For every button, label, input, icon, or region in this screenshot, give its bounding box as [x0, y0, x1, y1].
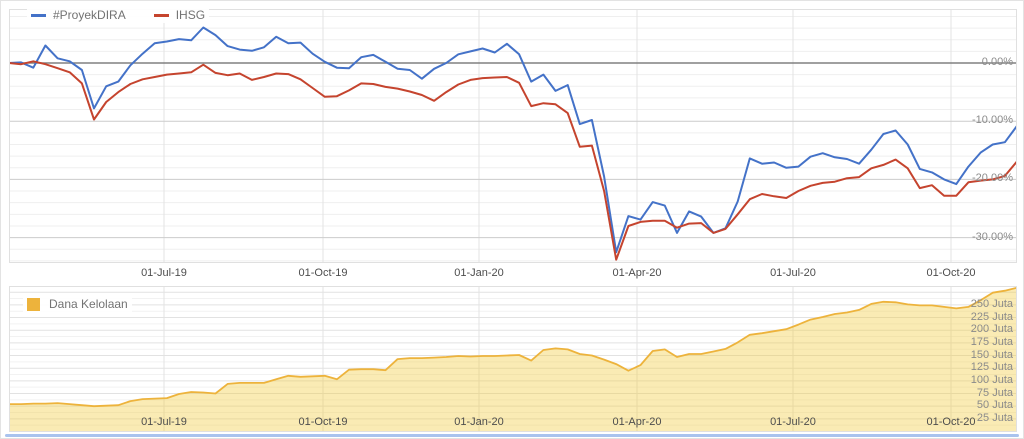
juta-axis-tick: 250 Juta	[970, 297, 1013, 310]
juta-axis-tick: 125 Juta	[970, 361, 1013, 374]
ihsg-line-swatch-icon	[153, 13, 169, 17]
percent-axis-tick: -20.00%	[972, 172, 1013, 185]
aum-chart-plot[interactable]	[9, 286, 1017, 432]
percent-axis-tick: 0.00%	[981, 56, 1013, 68]
juta-axis-tick: 225 Juta	[970, 310, 1013, 323]
date-axis-tick: 01-Apr-20	[612, 267, 662, 279]
aum-chart-legend: Dana Kelolaan	[23, 296, 132, 312]
juta-axis-tick: 25 Juta	[976, 411, 1013, 424]
date-axis-tick: 01-Jan-20	[454, 416, 504, 428]
dana-kelolaan-area-edge	[9, 286, 1017, 408]
series-line-0	[9, 26, 1017, 254]
juta-axis-tick: 200 Juta	[970, 323, 1013, 336]
percent-axis-tick: -10.00%	[972, 114, 1013, 127]
juta-axis-tick: 175 Juta	[970, 335, 1013, 348]
dana-kelolaan-area-swatch-icon	[27, 297, 40, 311]
juta-axis-tick: 150 Juta	[970, 348, 1013, 361]
legend-label: #ProyekDIRA	[53, 8, 126, 22]
legend-item-ihsg: IHSG	[153, 8, 206, 22]
date-axis-tick: 01-Jul-20	[770, 416, 816, 428]
date-axis-tick: 01-Apr-20	[612, 416, 662, 428]
date-axis-tick: 01-Oct-19	[298, 267, 348, 279]
date-axis-tick: 01-Oct-19	[298, 416, 348, 428]
date-axis-tick: 01-Jul-19	[141, 416, 187, 428]
proyekdira-line-swatch-icon	[31, 13, 46, 17]
legend-label: IHSG	[175, 8, 206, 22]
performance-chart-plot[interactable]	[9, 9, 1017, 263]
series-line-1	[9, 60, 1017, 261]
legend-item-dana-kelolaan: Dana Kelolaan	[27, 297, 128, 311]
date-axis-tick: 01-Jul-19	[141, 267, 187, 279]
juta-axis-tick: 75 Juta	[976, 386, 1013, 399]
legend-label: Dana Kelolaan	[49, 297, 128, 311]
performance-chart-legend: #ProyekDIRA IHSG	[27, 7, 210, 23]
date-axis-tick: 01-Oct-20	[926, 416, 976, 428]
date-axis-tick: 01-Oct-20	[926, 267, 976, 279]
horizontal-range-scrollbar[interactable]	[5, 434, 1019, 437]
legend-item-proyekdira: #ProyekDIRA	[31, 8, 126, 22]
date-axis-tick: 01-Jan-20	[454, 267, 504, 279]
juta-axis-tick: 50 Juta	[976, 399, 1013, 412]
percent-axis-tick: -30.00%	[972, 230, 1013, 243]
juta-axis-tick: 100 Juta	[970, 373, 1013, 386]
dana-kelolaan-area	[9, 287, 1017, 432]
date-axis-tick: 01-Jul-20	[770, 267, 816, 279]
